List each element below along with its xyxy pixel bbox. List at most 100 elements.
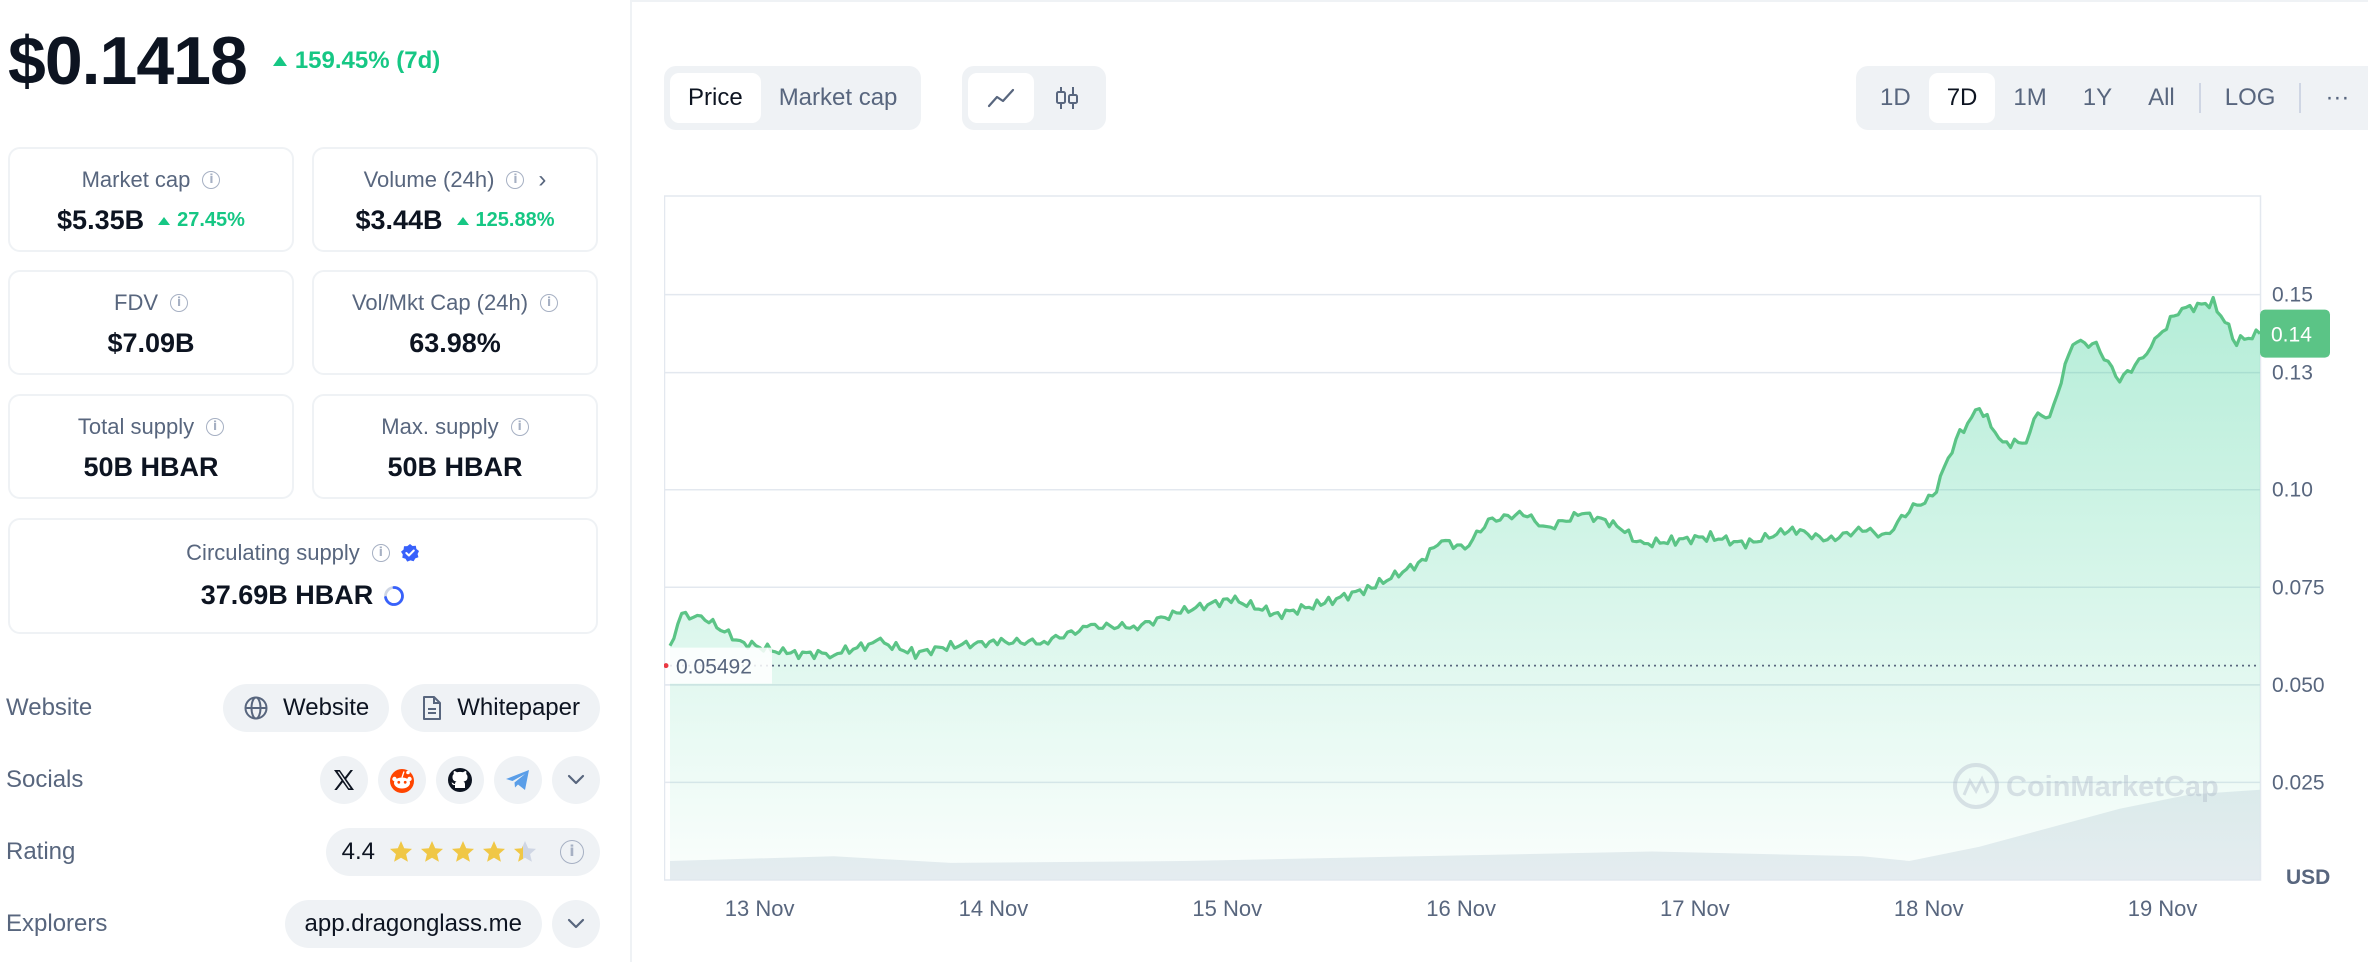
github-icon[interactable] [436,756,484,804]
whitepaper-button[interactable]: Whitepaper [401,684,600,732]
current-price-tag [2260,309,2330,358]
star-icon [483,841,505,862]
price-change-text: 159.45% (7d) [294,47,441,74]
whitepaper-button-label: Whitepaper [457,694,580,721]
total-supply-card: Total supply i 50B HBAR [8,394,294,499]
explorers-label: Explorers [6,910,108,937]
y-tick-label: 0.15 [2272,284,2313,307]
candlestick-chart-button[interactable] [1034,73,1100,123]
volume-card[interactable]: Volume (24h) i › $3.44B 125.88% [312,147,598,252]
vol-mkt-cap-label: Vol/Mkt Cap (24h) [351,290,529,315]
x-tick-label: 17 Nov [1660,896,1730,921]
info-icon[interactable]: i [510,418,529,436]
vol-mkt-cap-value: 63.98% [409,328,501,358]
reddit-icon[interactable] [378,756,426,804]
rating-stars [383,839,538,865]
website-button[interactable]: Website [223,684,390,732]
info-icon[interactable]: i [506,171,525,189]
x-tick-label: 14 Nov [959,896,1029,921]
candlestick-icon [1056,87,1078,109]
range-1d[interactable]: 1D [1880,84,1911,111]
rating-widget[interactable]: 4.4 i [325,828,600,876]
info-icon[interactable]: i [206,418,225,436]
coinmarketcap-logo-icon [1953,763,1999,809]
tab-price[interactable]: Price [670,73,761,123]
line-chart-icon [987,88,1015,108]
max-supply-value: 50B HBAR [387,452,523,482]
vol-mkt-cap-card: Vol/Mkt Cap (24h) i 63.98% [312,270,598,375]
info-icon[interactable]: i [170,294,188,312]
market-cap-change-text: 27.45% [177,209,245,231]
arrow-up-icon [272,56,287,66]
circulating-supply-label: Circulating supply [186,540,360,565]
range-1m[interactable]: 1M [2013,84,2047,111]
telegram-icon[interactable] [494,756,542,804]
x-tick-label: 16 Nov [1426,896,1496,921]
range-1y[interactable]: 1Y [2082,84,2113,111]
price-line [668,295,2262,661]
website-button-label: Website [283,694,370,721]
price-area-fill [670,297,2260,880]
current-price-tag-label: 0.14 [2271,324,2312,347]
volume-label: Volume (24h) [363,167,495,192]
arrow-up-icon [158,216,171,225]
star-icon [452,841,474,862]
explorer-link-label: app.dragonglass.me [304,910,522,937]
line-chart-button[interactable] [968,73,1034,123]
info-icon[interactable]: i [560,840,584,864]
star-icon [421,841,443,862]
document-icon [423,696,442,720]
separator [2198,83,2201,113]
rating-label: Rating [6,838,76,865]
progress-ring-icon [384,585,405,606]
star-icon [390,841,412,862]
x-tick-label: 13 Nov [725,896,795,921]
tab-market-cap[interactable]: Market cap [778,84,898,111]
circulating-supply-value: 37.69B HBAR [200,580,374,610]
info-icon[interactable]: i [202,171,221,189]
watermark-text: CoinMarketCap [2006,771,2219,803]
top-border [632,0,2368,2]
chevron-right-icon[interactable]: › [538,166,547,193]
reference-marker [663,663,669,669]
info-icon[interactable]: i [540,294,559,312]
market-cap-label: Market cap [81,167,191,192]
price-chart[interactable]: 0.05492 CoinMarketCap 0.025 0.050 0.075 0.1… [663,195,2368,962]
separator [2299,83,2302,113]
log-scale-toggle[interactable]: LOG [2224,84,2276,111]
chart-type-tabs: Price Market cap [664,66,922,130]
fdv-card: FDV i $7.09B [8,270,294,375]
more-socials-dropdown[interactable] [552,756,600,804]
fdv-label: FDV [114,290,158,315]
y-tick-label: 0.10 [2272,479,2313,502]
volume-value: $3.44B [355,205,443,235]
x-tick-label: 19 Nov [2128,896,2198,921]
verified-badge-icon [400,544,419,562]
circulating-supply-card: Circulating supply i 37.69B HBAR [8,518,598,634]
chevron-down-icon [567,918,585,929]
arrow-up-icon [456,216,469,225]
volume-change-text: 125.88% [475,209,555,231]
explorer-link[interactable]: app.dragonglass.me [284,900,542,948]
panel-divider [630,0,632,962]
star-icon [514,841,536,862]
range-7d[interactable]: 7D [1928,73,1996,123]
market-cap-change: 27.45% [158,209,245,232]
rating-row: Rating 4.4 i [6,824,600,880]
more-options-button[interactable]: ··· [2325,84,2350,111]
x-tick-label: 15 Nov [1192,896,1262,921]
coin-stats-panel: $0.1418 159.45% (7d) Market cap i $5.35B … [0,0,630,962]
x-icon[interactable] [320,756,368,804]
info-icon[interactable]: i [371,544,390,562]
x-tick-label: 18 Nov [1894,896,1964,921]
current-price: $0.1418 [8,23,248,99]
y-unit-label: USD [2286,866,2330,889]
range-all[interactable]: All [2148,84,2175,111]
market-cap-value: $5.35B [57,205,145,235]
max-supply-label: Max. supply [381,414,499,439]
fdv-value: $7.09B [107,328,195,358]
time-range-selector: 1D 7D 1M 1Y All LOG ··· [1856,66,2368,130]
explorers-dropdown[interactable] [552,900,600,948]
y-tick-label: 0.075 [2272,576,2325,599]
website-label: Website [6,694,93,721]
